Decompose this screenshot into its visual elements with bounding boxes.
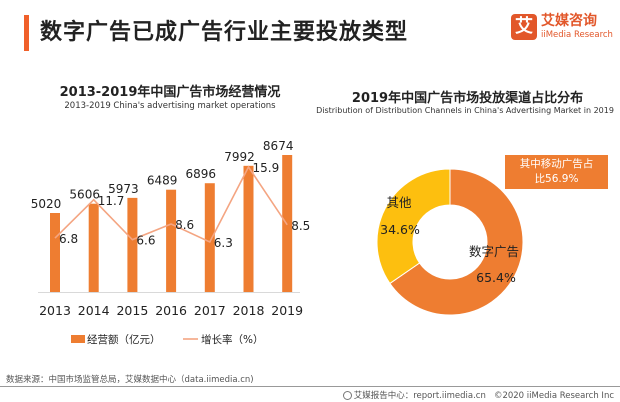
bar xyxy=(243,165,254,292)
slice-value-digital: 65.4% xyxy=(476,270,516,285)
x-tick-label: 2019 xyxy=(271,303,303,318)
bar-value-label: 8674 xyxy=(263,139,294,153)
slice-label-other: 其他 xyxy=(386,195,412,210)
report-center-link[interactable]: 艾媒报告中心：report.iimedia.cn xyxy=(353,391,486,401)
bar-value-label: 6896 xyxy=(186,167,217,181)
bar xyxy=(127,197,138,292)
line-value-label: 6.8 xyxy=(59,232,78,246)
bar-value-label: 7992 xyxy=(224,150,255,164)
logo-name-en: iiMedia Research xyxy=(541,30,613,40)
line-value-label: 6.6 xyxy=(136,234,155,248)
bar xyxy=(88,203,99,292)
legend-bar-label: 经营额（亿元） xyxy=(87,333,161,346)
data-source-note: 数据来源：中国市场监管总局，艾媒数据中心（data.iimedia.cn) xyxy=(6,375,254,385)
page-title: 数字广告已成广告行业主要投放类型 xyxy=(40,20,409,45)
x-tick-label: 2018 xyxy=(233,303,265,318)
growth-rate-line xyxy=(54,165,288,244)
bar xyxy=(204,183,215,292)
callout-line-1: 其中移动广告占 xyxy=(519,158,594,170)
donut-chart-title: 2019年中国广告市场投放渠道占比分布 xyxy=(351,91,584,106)
footer-divider xyxy=(0,386,620,387)
bar-value-label: 5606 xyxy=(69,188,100,202)
logo-mark-icon: 艾 xyxy=(511,14,537,40)
bar-chart-title: 2013-2019年中国广告市场经营情况 xyxy=(59,85,281,100)
bar xyxy=(166,189,177,292)
report-center-icon xyxy=(342,391,352,400)
x-tick-label: 2013 xyxy=(39,303,71,318)
x-tick-label: 2017 xyxy=(194,303,226,318)
legend-bar-swatch xyxy=(71,335,85,343)
slice-label-digital: 数字广告 xyxy=(469,244,519,259)
x-tick-label: 2015 xyxy=(116,303,148,318)
bar-value-label: 5020 xyxy=(31,197,62,211)
line-value-label: 8.5 xyxy=(291,219,310,233)
line-value-label: 15.9 xyxy=(253,161,280,175)
x-tick-label: 2014 xyxy=(78,303,110,318)
mobile-ad-callout: 其中移动广告占 比56.9% xyxy=(505,155,608,189)
donut-chart-subtitle: Distribution of Distribution Channels in… xyxy=(316,106,614,115)
callout-line-2: 比56.9% xyxy=(534,173,579,185)
x-tick-label: 2016 xyxy=(155,303,187,318)
line-value-label: 8.6 xyxy=(175,218,194,232)
bar-chart-subtitle: 2013-2019 China's advertising market ope… xyxy=(64,101,276,111)
footer-credits: 艾媒报告中心：report.iimedia.cn ©2020 iiMedia R… xyxy=(342,389,614,401)
legend-line-label: 增长率（%） xyxy=(201,333,263,346)
title-accent-bar xyxy=(24,15,29,51)
logo-name-cn: 艾媒咨询 xyxy=(541,13,597,29)
brand-logo: 艾 艾媒咨询 iiMedia Research xyxy=(511,12,613,46)
line-value-label: 6.3 xyxy=(214,236,233,250)
bar xyxy=(50,213,60,292)
slice-value-other: 34.6% xyxy=(380,222,420,237)
bar-value-label: 5973 xyxy=(108,182,139,196)
bar-value-label: 6489 xyxy=(147,174,178,188)
donut-slice xyxy=(376,168,451,285)
donut-slice xyxy=(389,168,524,316)
copyright-text: ©2020 iiMedia Research Inc xyxy=(493,391,614,401)
line-value-label: 11.7 xyxy=(98,194,125,208)
